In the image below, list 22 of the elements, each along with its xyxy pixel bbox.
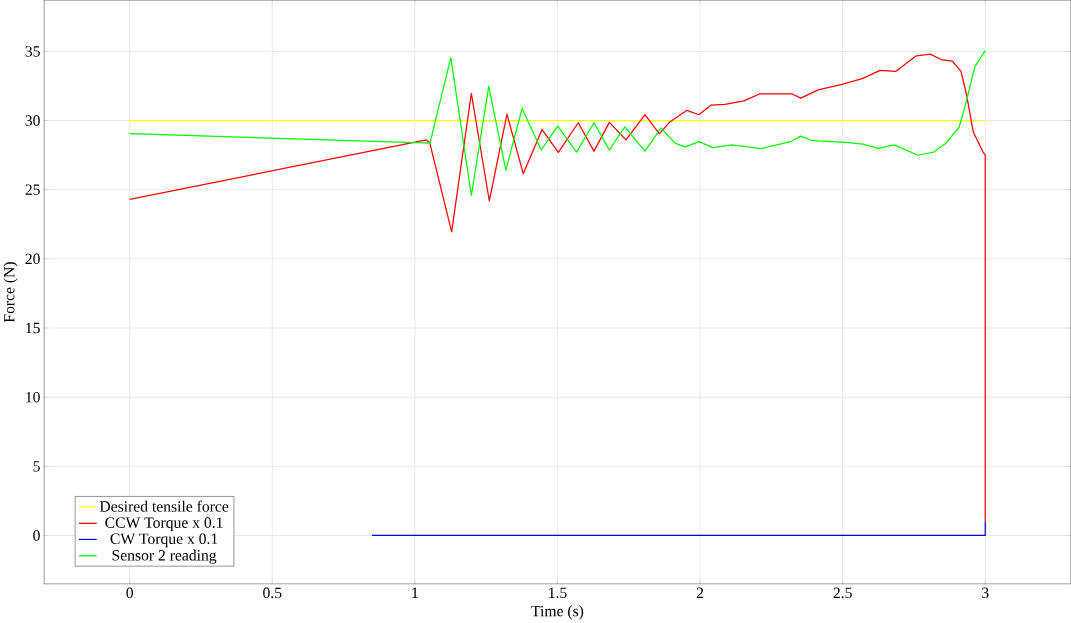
x-tick-label: 1.5 — [549, 587, 567, 599]
legend-label: Sensor 2 reading — [112, 549, 217, 564]
y-tick-label: 10 — [26, 391, 40, 403]
x-tick-label: 0 — [126, 587, 133, 599]
x-tick-label: 2.5 — [833, 587, 852, 599]
y-tick-label: 0 — [33, 530, 40, 541]
y-axis-title: Force (N) — [3, 262, 18, 323]
y-tick-label: 30 — [25, 115, 40, 126]
y-tick-label: 5 — [33, 461, 40, 472]
line-series — [129, 50, 986, 197]
y-tick-label: 15 — [26, 322, 40, 334]
x-tick-label: 1 — [412, 587, 418, 598]
y-tick-label: 20 — [25, 253, 40, 265]
y-tick-label: 25 — [25, 184, 40, 195]
legend-label: Desired tensile force — [99, 500, 229, 512]
legend-label: CW Torque x 0.1 — [110, 533, 218, 548]
x-tick-label: 0.5 — [263, 587, 282, 599]
x-axis-title: Time (s) — [531, 605, 584, 620]
y-tick-label: 35 — [25, 46, 40, 57]
x-tick-label: 3 — [982, 587, 989, 599]
x-tick-label: 2 — [696, 587, 704, 598]
legend-label: CCW Torque x 0.1 — [105, 517, 223, 532]
